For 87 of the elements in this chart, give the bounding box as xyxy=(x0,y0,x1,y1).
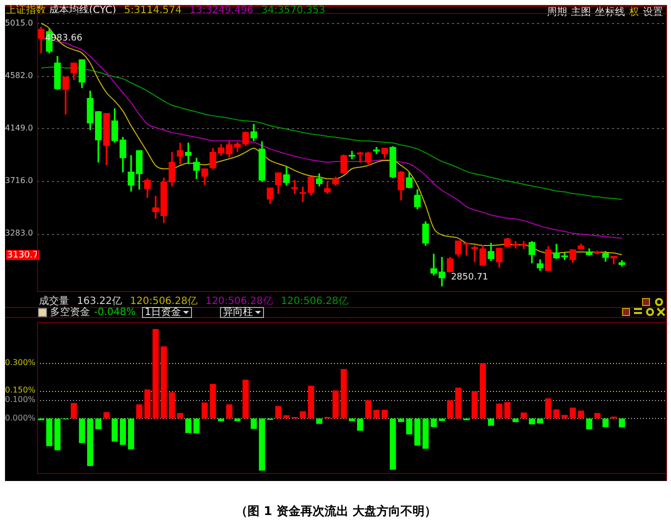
bar xyxy=(357,418,364,431)
bar xyxy=(602,418,609,428)
dropdown-field: 异向柱 xyxy=(220,307,264,318)
bar xyxy=(193,418,200,434)
bar xyxy=(447,400,454,418)
y-tick-label: 4149.0 xyxy=(5,124,33,133)
text: 120:506.28亿 xyxy=(130,296,198,307)
bar xyxy=(168,392,176,418)
bar xyxy=(537,418,544,424)
bar xyxy=(46,418,52,446)
bar xyxy=(545,398,552,418)
bar xyxy=(136,404,142,418)
bar xyxy=(185,418,192,433)
bar xyxy=(382,410,388,418)
text: 成交量 xyxy=(39,296,69,307)
bar xyxy=(488,418,494,426)
bar xyxy=(472,391,478,418)
bar xyxy=(144,389,151,418)
bar xyxy=(202,402,208,418)
bar xyxy=(258,418,266,471)
bar xyxy=(562,414,568,418)
bar xyxy=(120,418,126,445)
bar xyxy=(422,418,429,449)
y-tick-label: 0.100% xyxy=(5,394,36,404)
bar xyxy=(578,410,584,418)
bar xyxy=(128,418,134,450)
text: 5:3114.574 xyxy=(124,5,182,16)
bar xyxy=(438,418,446,422)
bar xyxy=(528,418,535,424)
bar xyxy=(316,418,322,424)
bar xyxy=(553,409,560,418)
bar xyxy=(512,418,519,422)
bar xyxy=(414,418,420,446)
candlestick xyxy=(291,180,298,194)
bar xyxy=(54,418,61,450)
bar xyxy=(152,329,159,418)
text: -0.048% xyxy=(94,307,136,318)
y-tick-label: 3716.0 xyxy=(5,176,33,186)
bar xyxy=(586,418,592,430)
y-tick-label: 0.000% xyxy=(5,414,36,423)
bar xyxy=(398,418,404,422)
y-tick-label: 0.300% xyxy=(5,358,36,367)
dropdown-field: 1日资金 xyxy=(142,307,192,318)
bar xyxy=(78,418,86,443)
bar xyxy=(275,406,282,418)
annotation: 3130.7 xyxy=(7,250,38,260)
bar xyxy=(160,346,167,418)
bar xyxy=(177,413,184,418)
bar xyxy=(520,412,527,418)
bar xyxy=(283,415,290,418)
bar xyxy=(332,390,339,418)
annotation: 2850.71 xyxy=(450,272,488,282)
text: 120:506.28亿 xyxy=(280,296,348,307)
bar xyxy=(340,369,347,418)
bar xyxy=(430,418,437,427)
bar xyxy=(112,418,118,442)
y-tick-label: 4582.0 xyxy=(5,70,33,80)
bar xyxy=(103,412,110,418)
y-tick-label: 0.150% xyxy=(5,386,36,395)
bar xyxy=(308,386,314,418)
text: （图 1 资金再次流出 大盘方向不明） xyxy=(234,503,438,520)
text: 13:3249.496 xyxy=(190,5,254,16)
text: 120:506.28亿 xyxy=(205,296,273,307)
bar xyxy=(390,418,396,470)
bar xyxy=(210,384,216,418)
text: 34:3570.353 xyxy=(261,5,326,16)
bar xyxy=(504,402,510,418)
bar xyxy=(95,418,102,430)
bar xyxy=(70,403,77,418)
y-tick-label: 3283.0 xyxy=(5,228,33,238)
bar xyxy=(496,404,502,418)
bar xyxy=(594,413,600,418)
bar xyxy=(373,410,380,418)
bar xyxy=(226,404,232,418)
bar xyxy=(480,363,486,418)
bar xyxy=(406,418,412,434)
bar xyxy=(242,380,249,418)
text: 163.22亿 xyxy=(77,296,122,307)
bar xyxy=(87,418,94,466)
bar xyxy=(618,418,625,428)
bar xyxy=(250,418,257,429)
y-tick-label: 5015.0 xyxy=(5,18,33,28)
bar xyxy=(365,400,372,418)
bar xyxy=(570,408,576,418)
bar xyxy=(455,388,462,418)
bar xyxy=(300,411,306,418)
chart-title: 多空资金 xyxy=(50,307,90,318)
